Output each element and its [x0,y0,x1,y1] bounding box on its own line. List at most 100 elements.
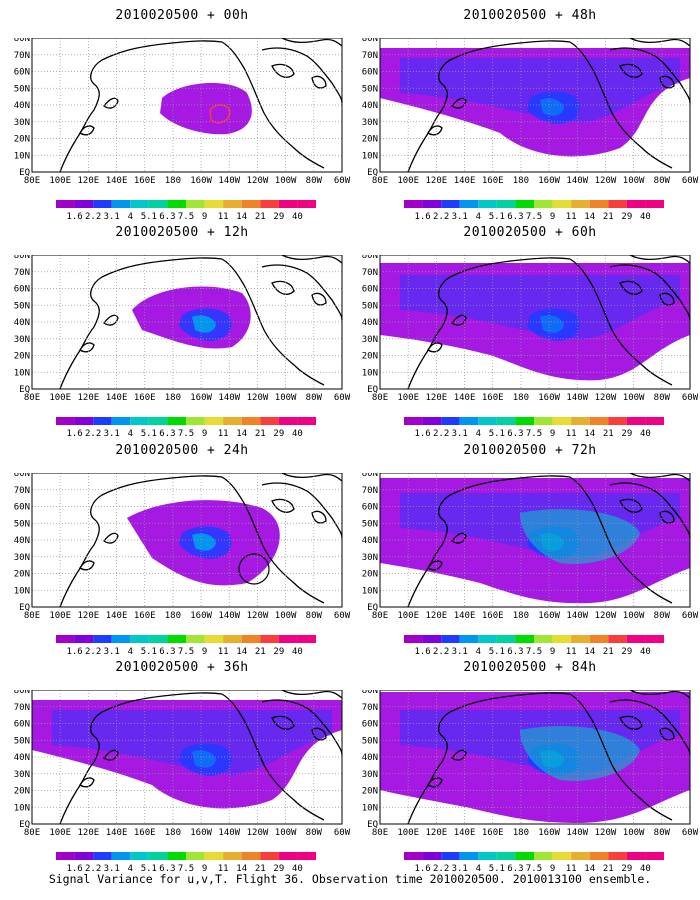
colorbar-label: 4 [128,864,133,874]
colorbar-label: 7.5 [526,864,542,874]
lon-tick-label: 100W [623,176,645,186]
colorbar-swatch [626,200,646,208]
colorbar-swatch [74,635,94,643]
lat-tick-label: 50N [14,736,30,746]
colorbar-label: 11 [218,864,229,874]
lon-tick-label: 100E [397,393,419,403]
colorbar-swatch [608,200,627,208]
colorbar-swatch [167,417,186,425]
lat-tick-label: 70N [14,51,30,61]
colorbar-label: 6.3 [507,429,523,439]
lon-tick-label: 180 [513,176,529,186]
panel-title: 2010020500 + 84h [463,660,597,675]
lon-tick-label: 140E [106,828,128,838]
lat-tick-label: 20N [362,135,378,145]
lat-tick-label: 80N [362,690,378,696]
colorbar-label: 4 [128,429,133,439]
colorbar-swatch [404,852,423,860]
lon-tick-label: 100E [49,393,71,403]
colorbar-swatch [111,852,131,860]
lat-tick-label: 50N [14,301,30,311]
lat-tick-label: 50N [362,84,378,94]
colorbar-swatch [589,417,609,425]
lon-tick-label: 100W [623,393,645,403]
lat-tick-label: 80N [14,473,30,479]
lat-tick-label: 70N [362,703,378,713]
map-panel: 2010020500 + 72h 80N 70N 60N 50N 40N 30N 20N 10N… [360,443,700,665]
coastline [427,560,443,571]
coastline [659,292,675,306]
lon-tick-label: 60W [334,611,351,621]
coastline [59,692,223,825]
lon-tick-label: 120E [78,393,100,403]
lon-tick-label: 140W [566,176,588,186]
colorbar-swatch [148,852,168,860]
map-panel: 2010020500 + 00h 80N 70N 60N 50N 40N 30N 20N 10N… [12,8,352,230]
lon-tick-label: 120E [426,828,448,838]
lon-tick-label: 120E [426,176,448,186]
colorbar: 1.6 2.2 3.1 4 5.1 6.3 7.5 9 11 14 21 29 40 [56,200,316,222]
coastline [103,314,119,326]
lat-tick-label: 10N [362,368,378,378]
colorbar-label: 3.1 [104,864,120,874]
colorbar-label: 40 [640,429,651,439]
lon-tick-label: 80W [654,393,671,403]
lat-tick-label: 30N [362,118,378,128]
lon-tick-label: 140E [454,611,476,621]
map-panel: 2010020500 + 84h 80N 70N 60N 50N 40N 30N 20N 10N… [360,660,700,882]
coastline [407,475,571,608]
colorbar-swatch [589,635,609,643]
colorbar-label: 14 [236,429,247,439]
lat-tick-label: 30N [14,770,30,780]
colorbar-label: 6.3 [507,212,523,222]
coastline [103,749,119,761]
coastline [271,280,295,295]
coastline [451,749,467,761]
colorbar-label: 21 [603,212,614,222]
colorbar-label: 29 [273,212,284,222]
lon-tick-label: 180 [165,393,181,403]
colorbar-label: 40 [640,864,651,874]
coastline [79,342,95,353]
colorbar: 1.6 2.2 3.1 4 5.1 6.3 7.5 9 11 14 21 29 40 [56,635,316,657]
colorbar-label: 29 [273,647,284,657]
coastline [261,47,343,104]
colorbar-swatch [459,200,479,208]
colorbar-label: 3.1 [104,429,120,439]
colorbar-swatch [534,852,553,860]
lon-tick-label: 140W [566,393,588,403]
colorbar-label: 6.3 [159,212,175,222]
colorbar: 1.6 2.2 3.1 4 5.1 6.3 7.5 9 11 14 21 29 40 [404,200,664,222]
lat-tick-label: 50N [362,736,378,746]
colorbar-label: 29 [621,647,632,657]
lon-tick-label: 120W [595,176,617,186]
colorbar-swatch [478,852,497,860]
coastline [311,510,327,524]
colorbar-swatch [459,852,479,860]
coastline [569,41,673,169]
lon-tick-label: 100E [49,828,71,838]
lon-tick-label: 60W [682,611,699,621]
colorbar-swatch [297,635,316,643]
colorbar-swatch [552,852,572,860]
colorbar-swatch [74,417,94,425]
lat-tick-label: 40N [362,101,378,111]
colorbar-label: 4 [476,212,481,222]
lon-tick-label: 160E [134,176,156,186]
lat-tick-label: 60N [362,68,378,78]
lat-tick-label: 20N [14,570,30,580]
colorbar-label: 29 [621,212,632,222]
colorbar-label: 21 [603,647,614,657]
lon-tick-label: 100W [275,393,297,403]
lat-tick-label: 80N [14,255,30,261]
lon-tick-label: 140E [106,176,128,186]
lat-tick-label: EQ [19,385,30,395]
colorbar-label: 7.5 [526,212,542,222]
lon-tick-label: 140W [566,828,588,838]
coastline [659,727,675,741]
lon-tick-label: 80W [654,611,671,621]
colorbar-swatch [241,417,261,425]
coastline [261,699,343,756]
